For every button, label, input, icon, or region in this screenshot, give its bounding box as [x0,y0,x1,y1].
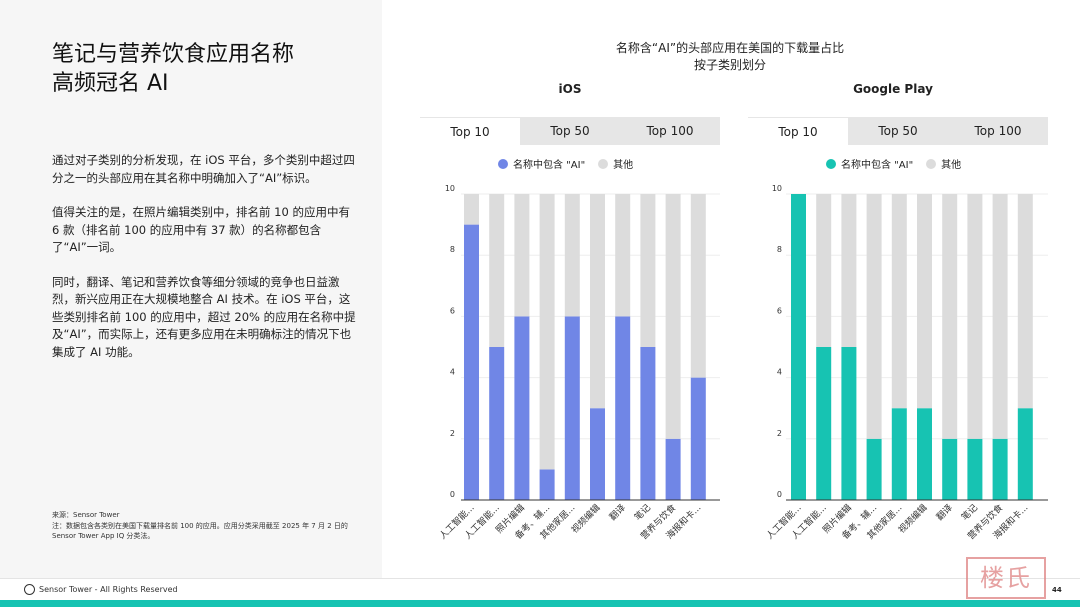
x-tick-label: 笔记 [632,502,653,523]
bar-other [917,194,932,409]
bar-other [665,194,681,439]
bar-other [539,194,555,470]
bar-ai [640,347,656,500]
body-text: 通过对子类别的分析发现，在 iOS 平台，多个类别中超过四分之一的头部应用在其名… [52,152,357,378]
legend-other-label: 其他 [941,160,962,171]
ios-tab-top50[interactable]: Top 50 [550,124,590,138]
legend-other-dot [926,158,937,169]
bar-other [564,194,580,317]
bar-ai [841,347,857,500]
legend-ai-label: 名称中包含 "AI" [513,160,586,171]
bar-other [816,194,832,347]
y-tick-label: 0 [450,490,455,499]
bar-other [891,194,907,409]
bar-ai [464,224,479,500]
bar-ai [489,347,505,500]
paragraph-3: 同时，翻译、笔记和营养饮食等细分领域的竞争也日益激烈，新兴应用正在大规模地整合 … [52,274,356,359]
legend-ai-dot [826,158,836,169]
bar-ai [917,408,932,500]
y-tick-label: 4 [777,368,782,377]
bar-other [841,194,857,347]
y-tick-label: 4 [450,368,455,377]
bar-other [489,194,505,347]
bar-ai [992,438,1008,500]
footer-divider [0,578,1080,579]
ios-legend: 名称中包含 "AI" 其他 [498,156,633,171]
ios-tab-top10[interactable]: Top 10 [420,117,520,145]
gp-tab-top10[interactable]: Top 10 [748,117,848,145]
bar-ai [514,316,530,500]
legend-ai-dot [498,158,508,169]
legend-other-label: 其他 [613,160,634,171]
bar-other [1017,194,1033,409]
bar-other [967,194,983,439]
legend-other-dot [598,158,609,169]
paragraph-2: 值得关注的是，在照片编辑类别中，排名前 10 的应用中有 6 款（排名前 100… [52,205,350,254]
bar-other [590,194,605,409]
bar-ai [942,438,958,500]
notes: 来源：Sensor Tower 注：数据包含各类别在美国下载量排名前 100 的应… [52,510,352,542]
bar-other [992,194,1008,439]
y-tick-label: 8 [777,245,782,254]
title-line-1: 笔记与营养饮食应用名称 [52,42,295,67]
y-tick-label: 2 [450,429,455,438]
gp-tab-top100[interactable]: Top 100 [974,124,1022,138]
ios-tabs: Top 10 Top 50 Top 100 [420,117,720,145]
y-tick-label: 6 [450,306,455,315]
bar-other [866,194,882,439]
bar-ai [1017,408,1033,500]
y-tick-label: 8 [450,245,455,254]
bar-ai [690,377,706,500]
bar-ai [564,316,580,500]
bar-ai [866,438,882,500]
title-line-2: 高频冠名 AI [52,71,169,96]
y-tick-label: 6 [777,306,782,315]
footer-brand: Sensor Tower - All Rights Reserved [39,585,178,594]
ios-tab-top100[interactable]: Top 100 [646,124,694,138]
y-tick-label: 10 [445,184,455,193]
bar-ai [590,408,605,500]
footer: Sensor Tower - All Rights Reserved [24,584,178,595]
bar-other [464,194,479,225]
page-title: 笔记与营养饮食应用名称 高频冠名 AI [52,40,294,98]
bottom-accent-bar [0,600,1080,607]
bar-other [640,194,656,347]
x-tick-label: 翻译 [934,502,955,523]
x-tick-label: 翻译 [607,502,628,523]
gp-legend: 名称中包含 "AI" 其他 [826,156,961,171]
bar-ai [665,438,681,500]
bar-ai [539,469,555,500]
y-tick-label: 0 [777,490,782,499]
x-tick-label: 笔记 [959,502,980,523]
page-number: 44 [1052,586,1062,594]
google-play-title: Google Play [853,82,933,96]
watermark-stamp: 楼氏 [966,557,1046,599]
data-note: 注：数据包含各类别在美国下载量排名前 100 的应用。应用分类采用截至 2025… [52,521,348,541]
bar-other [690,194,706,378]
paragraph-1: 通过对子类别的分析发现，在 iOS 平台，多个类别中超过四分之一的头部应用在其名… [52,153,355,185]
bar-ai [791,194,806,500]
ios-title: iOS [558,82,582,96]
bar-other [615,194,631,317]
bar-ai [891,408,907,500]
bar-other [942,194,958,439]
legend-ai-label: 名称中包含 "AI" [841,160,914,171]
chart-title: 名称含“AI”的头部应用在美国的下载量占比 按子类别划分 [560,40,900,74]
bar-ai [816,347,832,500]
gp-tab-top50[interactable]: Top 50 [878,124,918,138]
y-tick-label: 2 [777,429,782,438]
source-note: 来源：Sensor Tower [52,511,120,519]
bar-ai [967,438,983,500]
left-panel [0,0,382,578]
chart-title-line-2: 按子类别划分 [693,58,766,72]
chart-title-line-1: 名称含“AI”的头部应用在美国的下载量占比 [615,41,845,55]
gp-tabs: Top 10 Top 50 Top 100 [748,117,1048,145]
sensor-tower-logo-icon [24,584,35,595]
y-tick-label: 10 [772,184,782,193]
bar-other [514,194,530,317]
bar-ai [615,316,631,500]
